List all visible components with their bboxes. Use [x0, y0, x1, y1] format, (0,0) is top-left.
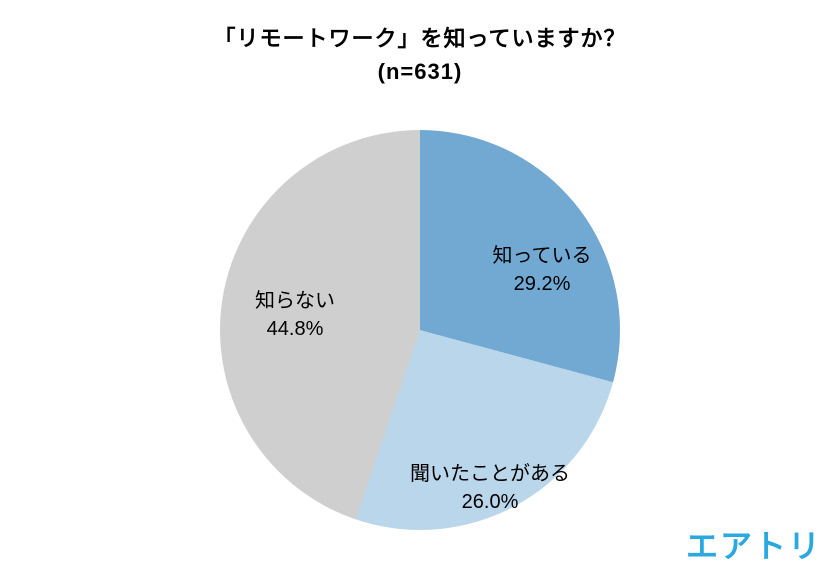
- slice-percent-dont_know: 44.8%: [255, 315, 335, 343]
- title-line-2: (n=631): [0, 55, 840, 88]
- slice-percent-heard: 26.0%: [410, 488, 570, 516]
- slice-percent-know: 29.2%: [493, 270, 592, 298]
- chart-title: 「リモートワーク」を知っていますか？ (n=631): [0, 22, 840, 88]
- brand-logo: エアトリ: [686, 521, 822, 567]
- slice-label-know: 知っている29.2%: [493, 242, 592, 298]
- slice-name-know: 知っている: [493, 242, 592, 270]
- chart-container: 「リモートワーク」を知っていますか？ (n=631) 知っている29.2% 聞いた…: [0, 0, 840, 579]
- slice-name-heard: 聞いたことがある: [410, 460, 570, 488]
- pie-chart: 知っている29.2% 聞いたことがある26.0% 知らない44.8%: [220, 130, 620, 530]
- title-line-1: 「リモートワーク」を知っていますか？: [0, 22, 840, 55]
- slice-label-dont_know: 知らない44.8%: [255, 287, 335, 343]
- slice-name-dont_know: 知らない: [255, 287, 335, 315]
- slice-label-heard: 聞いたことがある26.0%: [410, 460, 570, 516]
